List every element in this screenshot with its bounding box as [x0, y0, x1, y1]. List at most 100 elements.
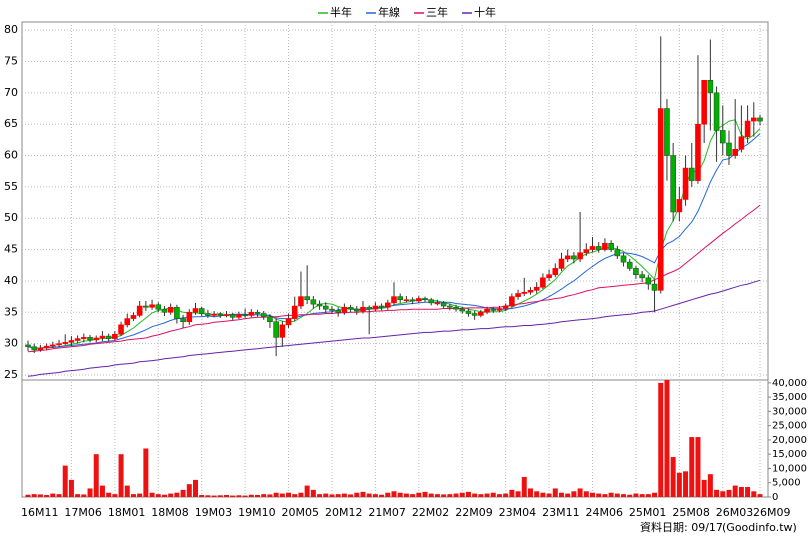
volume-bar — [137, 493, 143, 497]
volume-bar — [267, 494, 273, 497]
volume-bar — [434, 494, 440, 497]
x-tick-label: 24M06 — [586, 506, 624, 519]
candle-body — [316, 303, 323, 307]
y-tick-label: 70 — [4, 86, 18, 99]
volume-bar — [509, 489, 515, 497]
volume-bar — [360, 491, 366, 497]
volume-bar — [633, 493, 639, 497]
x-tick-label: 23M04 — [499, 506, 537, 519]
volume-bar — [714, 489, 720, 497]
volume-bar — [496, 494, 502, 497]
volume-bar — [422, 491, 428, 497]
volume-bar — [124, 485, 130, 497]
volume-bar — [552, 488, 558, 497]
candle-body — [149, 304, 155, 308]
volume-bar — [205, 495, 211, 497]
candle-body — [490, 308, 497, 311]
candle-body — [124, 318, 131, 326]
volume-bar — [118, 454, 124, 497]
volume-bar — [732, 485, 738, 497]
volume-bar — [670, 457, 676, 497]
volume-bar — [341, 493, 347, 497]
candle-body — [211, 313, 217, 316]
candle-body — [68, 340, 75, 343]
candle-body — [738, 136, 745, 150]
y2-tick-label: 5,000 — [772, 478, 801, 489]
candle-body — [112, 333, 118, 339]
ma-line — [27, 279, 761, 377]
volume-bar — [403, 493, 409, 497]
candle-body — [167, 306, 174, 313]
volume-bar — [379, 494, 385, 497]
volume-bar — [683, 471, 689, 497]
candle-body — [403, 299, 410, 302]
candle-body — [484, 308, 490, 313]
volume-bar — [527, 488, 533, 497]
candle-body — [428, 299, 435, 304]
volume-bar — [614, 493, 620, 497]
volume-bar — [751, 491, 757, 497]
plot-frame — [21, 21, 769, 498]
volume-bar — [416, 492, 422, 497]
candle-body — [521, 291, 528, 294]
candle-body — [757, 117, 763, 122]
candle-body — [136, 305, 143, 316]
volume-bar — [745, 487, 751, 497]
candle-body — [254, 311, 261, 314]
candle-body — [732, 148, 738, 156]
candle-body — [372, 305, 379, 310]
x-tick-label: 19M03 — [195, 506, 233, 519]
y2-tick-label: 20,000 — [772, 435, 807, 446]
volume-bar — [354, 492, 360, 497]
volume-bar — [540, 492, 546, 497]
y-tick-label: 40 — [4, 274, 18, 287]
volume-bar — [25, 494, 31, 497]
volume-bar — [558, 492, 564, 497]
volume-bar — [155, 494, 161, 497]
candle-body — [31, 346, 38, 351]
candle-body — [552, 268, 559, 275]
volume-bar — [676, 472, 682, 497]
x-tick-label: 16M11 — [21, 506, 59, 519]
candle-body — [322, 305, 329, 310]
candle-body — [118, 324, 124, 335]
candle-body — [502, 305, 509, 309]
volume-bar — [720, 491, 726, 497]
volume-bar — [161, 494, 167, 497]
volume-bar — [503, 493, 509, 497]
candle-body — [56, 343, 62, 346]
volume-bar — [304, 485, 310, 497]
candle-body — [236, 314, 242, 318]
candle-body — [496, 308, 503, 311]
candle-body — [509, 296, 515, 307]
candle-body — [676, 199, 683, 213]
candle-body — [397, 296, 404, 301]
candle-body — [453, 306, 459, 310]
candle-body — [515, 293, 521, 297]
volume-bar — [639, 494, 645, 497]
x-tick-label: 19M10 — [238, 506, 276, 519]
candle-body — [130, 315, 137, 319]
candle-body — [688, 167, 695, 181]
x-tick-label: 18M08 — [151, 506, 189, 519]
x-tick-label: 20M05 — [282, 506, 320, 519]
legend-label: 年線 — [378, 5, 400, 19]
candle-body — [366, 306, 372, 310]
legend-label: 半年 — [330, 5, 352, 19]
y-tick-label: 45 — [4, 243, 18, 256]
candle-body — [143, 305, 149, 308]
candle-body — [422, 298, 428, 301]
candle-body — [626, 261, 633, 269]
volume-bar — [583, 491, 589, 497]
candle-body — [695, 123, 701, 181]
volume-bar — [130, 494, 136, 497]
volume-bar — [515, 491, 521, 497]
candle-body — [564, 255, 571, 260]
volume-bar — [224, 495, 230, 497]
candle-body — [205, 313, 211, 316]
volume-bar — [465, 491, 471, 497]
volume-bar — [521, 477, 527, 497]
volume-bar — [199, 495, 205, 497]
